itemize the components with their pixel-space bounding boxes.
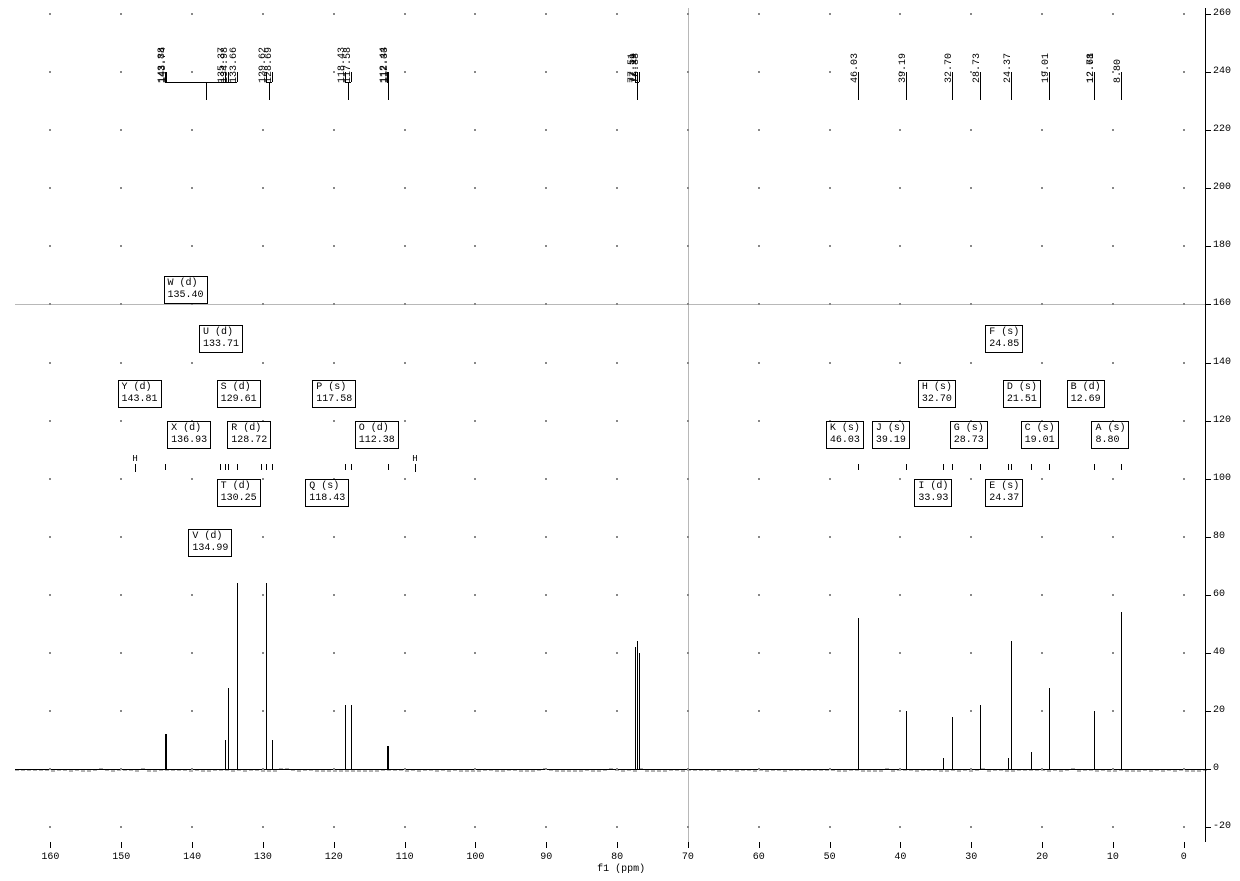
- peak-annotation-box: D (s)21.51: [1003, 380, 1041, 408]
- peak-ppm-label: 19.01: [1041, 53, 1052, 83]
- x-axis-title: f1 (ppm): [597, 864, 645, 875]
- y-tick-label: 220: [1213, 124, 1231, 135]
- x-tick-label: 110: [396, 852, 414, 863]
- y-tick-label: 260: [1213, 8, 1231, 19]
- peak-annotation-box: S (d)129.61: [217, 380, 261, 408]
- spectrum-peak: [166, 734, 167, 769]
- peak-annotation-box: U (d)133.71: [199, 325, 243, 353]
- spectrum-peak: [635, 647, 636, 769]
- y-tick-label: 160: [1213, 298, 1231, 309]
- x-tick-label: 90: [540, 852, 552, 863]
- peak-ppm-label: 28.73: [972, 53, 983, 83]
- peak-annotation-box: Q (s)118.43: [305, 479, 349, 507]
- spectrum-peak: [388, 746, 389, 769]
- x-tick-label: 0: [1181, 852, 1187, 863]
- spectrum-peak: [980, 705, 981, 769]
- spectrum-peak: [272, 740, 273, 769]
- peak-annotation-box: K (s)46.03: [826, 421, 864, 449]
- peak-ppm-label: 24.37: [1003, 53, 1014, 83]
- peak-annotation-box: X (d)136.93: [167, 421, 211, 449]
- peak-ppm-label: 133.66: [229, 47, 240, 83]
- peak-annotation-box: H (s)32.70: [918, 380, 956, 408]
- spectrum-peak: [1011, 641, 1012, 769]
- x-tick-label: 160: [41, 852, 59, 863]
- x-tick-label: 120: [325, 852, 343, 863]
- peak-annotation-box: Y (d)143.81: [118, 380, 162, 408]
- peak-ppm-label: 128.69: [264, 47, 275, 83]
- y-tick-label: 100: [1213, 473, 1231, 484]
- peak-annotation-box: R (d)128.72: [227, 421, 271, 449]
- spectrum-peak: [639, 653, 640, 769]
- x-tick-label: 40: [894, 852, 906, 863]
- x-tick-label: 70: [682, 852, 694, 863]
- y-tick-label: 40: [1213, 647, 1225, 658]
- peak-annotation-box: V (d)134.99: [188, 529, 232, 557]
- x-tick-label: 130: [254, 852, 272, 863]
- peak-annotation-box: O (d)112.38: [355, 421, 399, 449]
- spectrum-peak: [1008, 758, 1009, 770]
- peak-ppm-label: 12.68: [1086, 53, 1097, 83]
- peak-annotation-box: I (d)33.93: [914, 479, 952, 507]
- spectrum-peak: [906, 711, 907, 769]
- spectrum-peak: [1121, 612, 1122, 769]
- spectrum-peak: [943, 758, 944, 770]
- x-tick-label: 10: [1107, 852, 1119, 863]
- x-tick-label: 140: [183, 852, 201, 863]
- peak-ppm-label: 32.70: [944, 53, 955, 83]
- x-tick-label: 50: [824, 852, 836, 863]
- peak-ppm-label: 117.58: [343, 47, 354, 83]
- y-tick-label: -20: [1213, 821, 1231, 832]
- spectrum-peak: [345, 705, 346, 769]
- crosshair-horizontal: [15, 304, 1205, 305]
- y-tick-label: 140: [1213, 357, 1231, 368]
- spectrum-peak: [858, 618, 859, 769]
- peak-annotation-box: G (s)28.73: [950, 421, 988, 449]
- y-tick-label: 120: [1213, 415, 1231, 426]
- x-tick-label: 30: [965, 852, 977, 863]
- y-tick-label: 0: [1213, 763, 1219, 774]
- peak-annotation-box: P (s)117.58: [312, 380, 356, 408]
- spectrum-peak: [1049, 688, 1050, 769]
- spectrum-peak: [266, 583, 267, 769]
- spectrum-peak: [1094, 729, 1095, 770]
- y-tick-label: 200: [1213, 182, 1231, 193]
- y-tick-label: 240: [1213, 66, 1231, 77]
- peak-annotation-box: T (d)130.25: [217, 479, 261, 507]
- peak-annotation-box: A (s)8.80: [1091, 421, 1129, 449]
- nmr-spectrum-chart: -200204060801001201401601802002202402601…: [0, 0, 1240, 881]
- x-tick-label: 80: [611, 852, 623, 863]
- peak-ppm-label: 39.19: [898, 53, 909, 83]
- peak-annotation-box: F (s)24.85: [985, 325, 1023, 353]
- y-tick-label: 60: [1213, 589, 1225, 600]
- x-tick-label: 150: [112, 852, 130, 863]
- peak-ppm-label: 8.80: [1113, 59, 1124, 83]
- spectrum-peak: [228, 688, 229, 769]
- x-tick-label: 100: [466, 852, 484, 863]
- x-tick-label: 60: [753, 852, 765, 863]
- spectrum-peak: [237, 583, 238, 769]
- y-tick-label: 20: [1213, 705, 1225, 716]
- y-tick-label: 180: [1213, 240, 1231, 251]
- peak-annotation-box: W (d)135.40: [164, 276, 208, 304]
- spectrum-peak: [637, 641, 638, 769]
- peak-ppm-label: 112.33: [380, 47, 391, 83]
- y-tick-label: 80: [1213, 531, 1225, 542]
- peak-ppm-label: 76.88: [631, 53, 642, 83]
- crosshair-vertical: [688, 8, 689, 842]
- spectrum-peak: [225, 740, 226, 769]
- peak-ppm-label: 143.74: [158, 47, 169, 83]
- peak-annotation-box: J (s)39.19: [872, 421, 910, 449]
- peak-ppm-label: 46.03: [850, 53, 861, 83]
- peak-annotation-box: E (s)24.37: [985, 479, 1023, 507]
- peak-annotation-box: B (d)12.69: [1067, 380, 1105, 408]
- spectrum-peak: [952, 717, 953, 769]
- peak-annotation-box: C (s)19.01: [1021, 421, 1059, 449]
- spectrum-peak: [1031, 752, 1032, 769]
- spectrum-peak: [351, 705, 352, 769]
- x-tick-label: 20: [1036, 852, 1048, 863]
